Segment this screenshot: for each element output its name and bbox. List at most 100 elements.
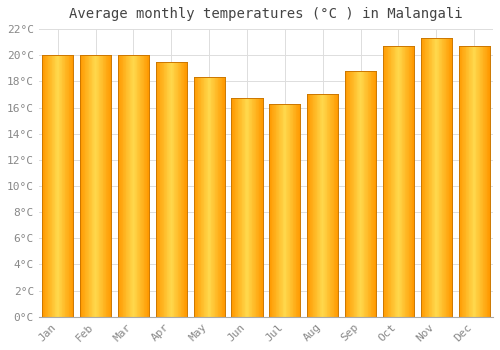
Bar bbox=[87, 55, 88, 317]
Bar bbox=[319, 94, 320, 317]
Bar bbox=[461, 46, 462, 317]
Bar bbox=[53, 55, 54, 317]
Bar bbox=[212, 77, 213, 317]
Bar bbox=[239, 98, 240, 317]
Bar bbox=[246, 98, 247, 317]
Bar bbox=[332, 94, 333, 317]
Bar bbox=[172, 62, 173, 317]
Bar bbox=[131, 55, 132, 317]
Bar bbox=[70, 55, 71, 317]
Bar bbox=[106, 55, 107, 317]
Bar bbox=[252, 98, 253, 317]
Bar bbox=[330, 94, 331, 317]
Bar bbox=[156, 62, 158, 317]
Bar bbox=[46, 55, 47, 317]
Bar bbox=[82, 55, 83, 317]
Bar bbox=[275, 104, 276, 317]
Bar bbox=[162, 62, 163, 317]
Bar bbox=[446, 38, 447, 317]
Bar bbox=[88, 55, 90, 317]
Bar bbox=[47, 55, 48, 317]
Bar bbox=[385, 46, 386, 317]
Bar bbox=[60, 55, 61, 317]
Bar bbox=[464, 46, 465, 317]
Bar bbox=[184, 62, 186, 317]
Bar bbox=[398, 46, 399, 317]
Bar bbox=[358, 71, 359, 317]
Bar bbox=[144, 55, 145, 317]
Bar bbox=[440, 38, 441, 317]
Bar bbox=[278, 104, 280, 317]
Bar bbox=[400, 46, 402, 317]
Bar bbox=[478, 46, 479, 317]
Bar bbox=[124, 55, 125, 317]
Bar bbox=[132, 55, 134, 317]
Bar bbox=[138, 55, 139, 317]
Bar bbox=[477, 46, 478, 317]
Bar bbox=[434, 38, 436, 317]
Bar bbox=[299, 104, 300, 317]
Bar bbox=[353, 71, 354, 317]
Bar bbox=[311, 94, 312, 317]
Bar bbox=[121, 55, 122, 317]
Bar bbox=[61, 55, 62, 317]
Bar bbox=[209, 77, 210, 317]
Bar bbox=[392, 46, 393, 317]
Bar bbox=[175, 62, 176, 317]
Title: Average monthly temperatures (°C ) in Malangali: Average monthly temperatures (°C ) in Ma… bbox=[69, 7, 462, 21]
Bar bbox=[134, 55, 135, 317]
Bar bbox=[430, 38, 431, 317]
Bar bbox=[356, 71, 358, 317]
Bar bbox=[202, 77, 203, 317]
Bar bbox=[44, 55, 46, 317]
Bar bbox=[331, 94, 332, 317]
Bar bbox=[408, 46, 410, 317]
Bar bbox=[475, 46, 476, 317]
Bar bbox=[355, 71, 356, 317]
Bar bbox=[48, 55, 49, 317]
Bar bbox=[108, 55, 109, 317]
Bar bbox=[126, 55, 127, 317]
Bar bbox=[92, 55, 94, 317]
Bar bbox=[122, 55, 124, 317]
Bar bbox=[274, 104, 275, 317]
Bar bbox=[56, 55, 57, 317]
Bar bbox=[444, 38, 445, 317]
Bar bbox=[125, 55, 126, 317]
Bar bbox=[194, 77, 195, 317]
Bar bbox=[292, 104, 294, 317]
Bar bbox=[480, 46, 481, 317]
Bar bbox=[72, 55, 74, 317]
Bar bbox=[350, 71, 352, 317]
Bar bbox=[219, 77, 220, 317]
Bar bbox=[81, 55, 82, 317]
Bar bbox=[110, 55, 111, 317]
Bar bbox=[127, 55, 128, 317]
Bar bbox=[129, 55, 130, 317]
Bar bbox=[221, 77, 222, 317]
Bar bbox=[232, 98, 233, 317]
Bar bbox=[91, 55, 92, 317]
Bar bbox=[49, 55, 50, 317]
Bar bbox=[402, 46, 403, 317]
Bar bbox=[105, 55, 106, 317]
Bar bbox=[218, 77, 219, 317]
Bar bbox=[102, 55, 104, 317]
Bar bbox=[206, 77, 207, 317]
Bar bbox=[238, 98, 239, 317]
Bar bbox=[174, 62, 175, 317]
Bar bbox=[428, 38, 430, 317]
Bar bbox=[242, 98, 243, 317]
Bar bbox=[470, 46, 471, 317]
Bar bbox=[253, 98, 254, 317]
Bar bbox=[158, 62, 159, 317]
Bar bbox=[393, 46, 394, 317]
Bar bbox=[140, 55, 141, 317]
Bar bbox=[50, 55, 51, 317]
Bar bbox=[424, 38, 426, 317]
Bar bbox=[413, 46, 414, 317]
Bar bbox=[410, 46, 411, 317]
Bar bbox=[183, 62, 184, 317]
Bar bbox=[349, 71, 350, 317]
Bar bbox=[101, 55, 102, 317]
